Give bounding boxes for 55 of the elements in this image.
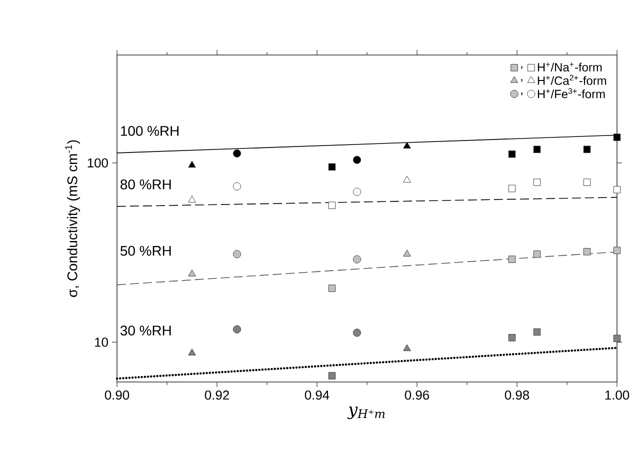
point [328, 284, 336, 292]
point [403, 250, 411, 256]
point [613, 246, 621, 254]
point [232, 182, 242, 190]
point [403, 176, 411, 183]
x-tick-label: 0.96 [404, 390, 430, 400]
point [583, 178, 591, 186]
point [352, 156, 362, 164]
point [403, 142, 411, 149]
annotation: 100 %RH [121, 126, 178, 136]
point [232, 250, 242, 258]
legend-label: , [521, 92, 522, 96]
point [533, 178, 541, 186]
point [352, 328, 362, 337]
point [613, 334, 621, 342]
legend-label: H$^{+}$/Fe$^{3+}$-form [538, 88, 605, 98]
point [328, 202, 336, 209]
point [508, 150, 516, 158]
point [533, 146, 541, 154]
point [352, 255, 362, 264]
y-axis-title: σ, Conductivity (mS cm$^{-1}$) [65, 140, 80, 297]
point [232, 325, 242, 334]
point [533, 250, 541, 258]
y-tick-label: 10 [95, 338, 108, 347]
x-axis-title: y$_{H⁺m}$ [347, 406, 385, 420]
point [232, 149, 242, 158]
point [613, 134, 621, 141]
annotation: 30 %RH [120, 326, 171, 336]
x-tick-label: 0.90 [104, 390, 130, 400]
y-tick-label: 100 [88, 158, 108, 168]
point [188, 348, 196, 356]
legend-label: , [521, 66, 522, 70]
point [583, 248, 591, 256]
annotation: 80 %RH [120, 179, 171, 190]
x-tick-label: 0.98 [504, 390, 530, 400]
x-tick-label: 0.94 [304, 390, 330, 400]
point [188, 270, 196, 276]
point [583, 146, 591, 154]
x-tick-label: 1.00 [605, 390, 630, 400]
annotation: 50 %RH [120, 246, 171, 256]
point [508, 334, 516, 342]
legend-label: H$^{+}$/Ca$^{2+}$-form [538, 74, 606, 85]
point [613, 186, 621, 194]
point [188, 160, 196, 168]
legend-label: H$^{+}$/Na$^{+}$-form [538, 62, 602, 72]
point [352, 188, 362, 196]
x-tick-label: 0.92 [204, 390, 229, 400]
point [188, 196, 196, 203]
point [508, 256, 516, 263]
point [403, 344, 411, 352]
point [533, 328, 541, 336]
point [508, 184, 516, 192]
point [328, 372, 336, 380]
point [328, 163, 336, 171]
legend-label: , [521, 79, 522, 82]
